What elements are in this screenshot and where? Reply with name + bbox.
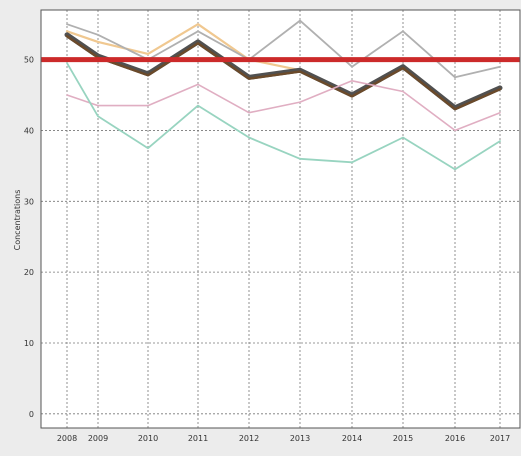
x-tick-label: 2017	[490, 434, 510, 443]
x-tick-label: 2010	[138, 434, 158, 443]
x-tick-label: 2015	[393, 434, 413, 443]
y-axis-title: Concentrations	[13, 190, 22, 251]
series-line-5	[66, 80, 501, 132]
series-line-4	[65, 35, 502, 111]
y-tick-label: 0	[29, 410, 34, 419]
y-tick-label: 10	[24, 339, 34, 348]
x-tick-label: 2012	[239, 434, 259, 443]
y-tick-label: 30	[24, 197, 34, 206]
x-tick-label: 2014	[342, 434, 362, 443]
series-line-2	[66, 19, 501, 79]
x-tick-label: 2011	[188, 434, 208, 443]
y-tick-label: 40	[24, 126, 34, 135]
plot-border	[40, 9, 521, 429]
series-line-6	[66, 62, 501, 171]
x-tick-label: 2013	[290, 434, 310, 443]
y-tick-label: 20	[24, 268, 34, 277]
series-lines	[64, 19, 503, 171]
x-tick-label: 2008	[57, 434, 77, 443]
y-tick-label: 50	[24, 56, 34, 65]
tick-labels: 2008 2009 2010 2011 2012 2013 2014 2015 2016 2017…	[24, 56, 510, 443]
plot-area	[41, 10, 521, 428]
x-tick-label: 2016	[445, 434, 465, 443]
x-tick-label: 2009	[88, 434, 108, 443]
